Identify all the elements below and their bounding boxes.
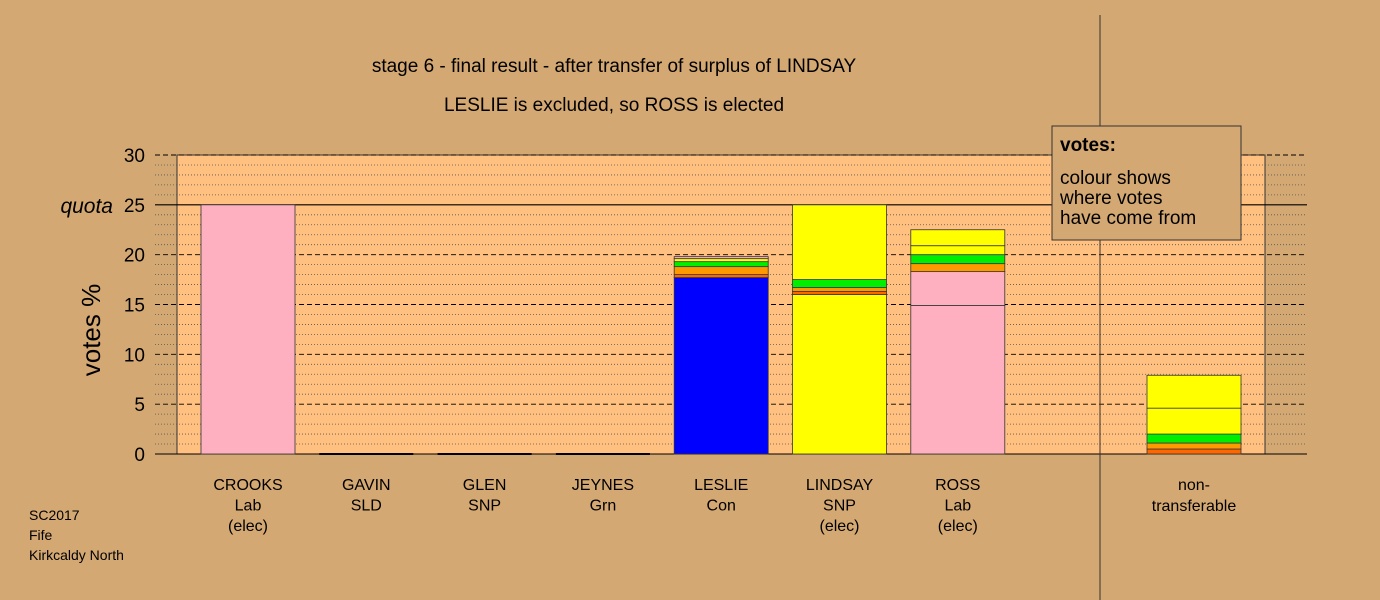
bar-segment-ross [910,263,1006,273]
bar-segment-non-transferable [1146,374,1242,409]
y-tick-label: 10 [124,345,145,366]
chart-subtitle: LESLIE is excluded, so ROSS is elected [444,95,784,116]
y-tick-label: 30 [124,146,145,167]
footer-line: SC2017 [29,507,80,523]
bar-segment-non-transferable [1146,433,1242,444]
bar-segment-leslie [673,261,769,268]
bar-segment-non-transferable [1146,448,1242,455]
candidate-party: Grn [590,498,617,515]
bar-segment-leslie [673,266,769,276]
bar-segment-lindsay [792,294,887,455]
bar-segment-ross [910,254,1006,265]
footer-line: Fife [29,527,53,543]
bar-segment-crooks [200,204,296,455]
candidate-party: Con [707,498,736,515]
candidate-name: GAVIN [342,477,391,494]
bar-segment-leslie [673,277,769,455]
candidate-party: SNP [823,498,856,515]
bar-segment-non-transferable [1146,442,1242,450]
non-transferable-label: non- [1178,477,1210,494]
legend-line: where votes [1059,188,1162,209]
candidate-status: (elec) [228,518,268,535]
y-tick-label: 5 [134,395,145,416]
candidate-name: CROOKS [213,477,282,494]
bar-segment-ross [910,229,1006,247]
non-transferable-label: transferable [1152,498,1237,515]
bar-segment-lindsay [792,279,887,288]
bar-segment-lindsay [792,291,887,295]
bar-segment-lindsay [792,287,887,292]
bar-segment-leslie [673,274,769,278]
candidate-party: Lab [944,498,971,515]
bar-segment-non-transferable [1146,407,1242,435]
candidate-party: SLD [351,498,382,515]
y-tick-label: 0 [134,445,145,466]
candidate-party: Lab [235,498,262,515]
candidate-name: GLEN [463,477,507,494]
y-axis-label: votes % [76,284,106,377]
chart-marks: CROOKS Lab (elec) GAVIN SLD GLEN SNP JEYNES Grn L… [200,204,1242,535]
bar-segment-lindsay [792,204,887,280]
bar-segment-leslie [673,256,769,260]
chart-title: stage 6 - final result - after transfer … [372,56,857,77]
bar-segment-ross [910,305,1006,455]
candidate-status: (elec) [938,518,978,535]
legend-line: have come from [1060,208,1196,229]
candidate-name: LINDSAY [806,477,874,494]
y-tick-label: 15 [124,296,145,317]
bar-segment-ross [910,271,1006,306]
footer-line: Kirkcaldy North [29,547,124,563]
legend-box: votes: colour shows where votes have com… [1051,125,1242,241]
y-tick-label: 20 [124,246,145,267]
legend-line: colour shows [1060,168,1171,189]
candidate-party: SNP [468,498,501,515]
candidate-name: LESLIE [694,477,748,494]
y-tick-label: 25 [124,196,145,217]
legend-heading: votes: [1060,135,1116,156]
candidate-name: JEYNES [572,477,634,494]
quota-label: quota [60,195,113,218]
candidate-status: (elec) [819,518,859,535]
bar-segment-ross [910,245,1006,256]
candidate-name: ROSS [935,477,980,494]
bar-segment-leslie [673,258,769,263]
